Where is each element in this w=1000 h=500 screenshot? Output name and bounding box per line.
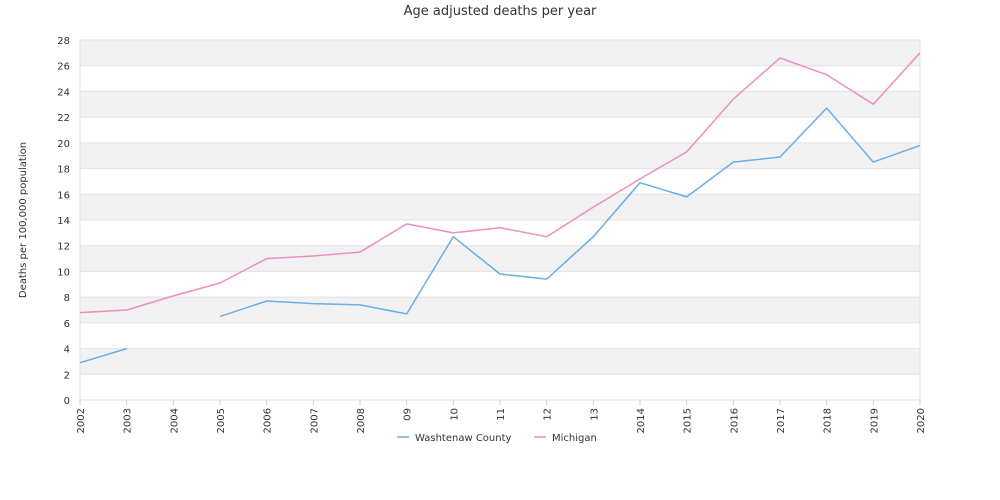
x-tick-label: 2006 (263, 408, 274, 433)
x-tick-label: 11 (496, 408, 507, 421)
y-tick-label: 26 (57, 62, 70, 73)
grid-band (80, 117, 920, 143)
grid-band (80, 322, 920, 349)
series-line-washtenaw-county (79, 107, 921, 364)
x-tick-label: 2015 (683, 408, 694, 433)
x-tick-label: 12 (543, 408, 554, 421)
grid-band (80, 348, 920, 375)
y-tick-label: 16 (57, 190, 70, 201)
y-tick-label: 4 (64, 345, 70, 356)
y-tick-label: 18 (57, 165, 70, 176)
grid-band (80, 374, 920, 400)
x-tick-label: 2008 (356, 408, 367, 433)
y-tick-label: 6 (64, 319, 70, 330)
grid-band (80, 297, 920, 323)
series-line-michigan (79, 52, 921, 314)
y-tick-label: 0 (64, 396, 70, 407)
x-tick-label: 09 (403, 408, 414, 421)
y-tick-label: 20 (57, 139, 70, 150)
legend-label: Washtenaw County (415, 433, 512, 444)
grid-band (80, 142, 920, 169)
x-tick-label: 2016 (729, 408, 740, 433)
x-tick-label: 2004 (169, 408, 180, 433)
chart-title: Age adjusted deaths per year (404, 4, 597, 19)
y-tick-label: 10 (57, 267, 70, 278)
x-axis-ticks: 2002 2003 2004 2005 2006 2007 2008 09 10 11 12 13 20… (76, 400, 927, 433)
grid-band (80, 220, 920, 246)
x-tick-label: 2007 (309, 408, 320, 433)
x-tick-label: 2002 (76, 408, 87, 433)
grid-band (80, 168, 920, 195)
grid-band (80, 194, 920, 220)
grid-band (80, 91, 920, 118)
grid-band (80, 40, 920, 66)
x-tick-label: 2017 (776, 408, 787, 433)
x-tick-label: 2014 (636, 408, 647, 433)
x-tick-label: 10 (449, 408, 460, 421)
x-tick-label: 2005 (216, 408, 227, 433)
x-tick-label: 13 (589, 408, 600, 421)
grid-band (80, 245, 920, 272)
y-tick-label: 8 (64, 293, 70, 304)
y-tick-label: 24 (57, 87, 70, 98)
x-tick-label: 2003 (123, 408, 134, 433)
grid-bands (80, 40, 920, 400)
y-tick-label: 22 (57, 113, 70, 124)
grid-band (80, 65, 920, 92)
x-tick-label: 2019 (869, 408, 880, 433)
grid-lines (79, 39, 921, 401)
y-axis-label: Deaths per 100,000 population (18, 142, 29, 298)
grid-band (80, 271, 920, 298)
series-lines (79, 52, 921, 364)
y-tick-label: 14 (57, 216, 70, 227)
x-tick-label: 2018 (823, 408, 834, 433)
y-tick-label: 2 (64, 370, 70, 381)
x-tick-label: 2020 (916, 408, 927, 433)
legend-label: Michigan (552, 433, 597, 444)
y-tick-label: 28 (57, 36, 70, 47)
legend: Washtenaw County Michigan (397, 433, 597, 444)
y-tick-label: 12 (57, 242, 70, 253)
